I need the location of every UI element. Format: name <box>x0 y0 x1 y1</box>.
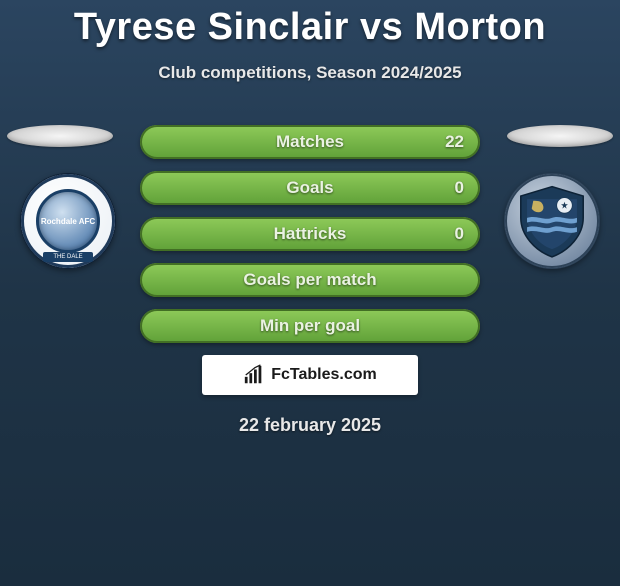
subtitle: Club competitions, Season 2024/2025 <box>0 63 620 83</box>
stat-value: 22 <box>445 132 464 152</box>
stat-label: Goals per match <box>243 270 376 290</box>
club-badge-left-ribbon: THE DALE <box>43 252 93 262</box>
brand-badge: FcTables.com <box>202 355 418 395</box>
player-shadow-left <box>7 125 113 147</box>
stat-bar-hattricks: Hattricks 0 <box>140 217 480 251</box>
stat-value: 0 <box>455 178 464 198</box>
stat-label: Goals <box>286 178 333 198</box>
stat-label: Hattricks <box>274 224 347 244</box>
stat-value: 0 <box>455 224 464 244</box>
brand-chart-icon <box>243 364 265 386</box>
brand-text: FcTables.com <box>271 366 377 384</box>
club-badge-left-name: Rochdale AFC <box>41 217 95 226</box>
stat-bar-goals: Goals 0 <box>140 171 480 205</box>
stat-bar-matches: Matches 22 <box>140 125 480 159</box>
player-shadow-right <box>507 125 613 147</box>
stat-bar-goals-per-match: Goals per match <box>140 263 480 297</box>
club-badge-left: Rochdale AFC THE DALE <box>20 173 116 269</box>
club-badge-right <box>504 173 600 269</box>
stats-bars: Matches 22 Goals 0 Hattricks 0 Goals per… <box>140 125 480 343</box>
stat-bar-min-per-goal: Min per goal <box>140 309 480 343</box>
club-badge-left-inner: Rochdale AFC <box>36 189 100 253</box>
page-title: Tyrese Sinclair vs Morton <box>0 6 620 49</box>
stat-label: Min per goal <box>260 316 360 336</box>
stat-label: Matches <box>276 132 344 152</box>
content-area: Rochdale AFC THE DALE Matches 22 Goals 0… <box>0 125 620 436</box>
date-text: 22 february 2025 <box>0 415 620 436</box>
